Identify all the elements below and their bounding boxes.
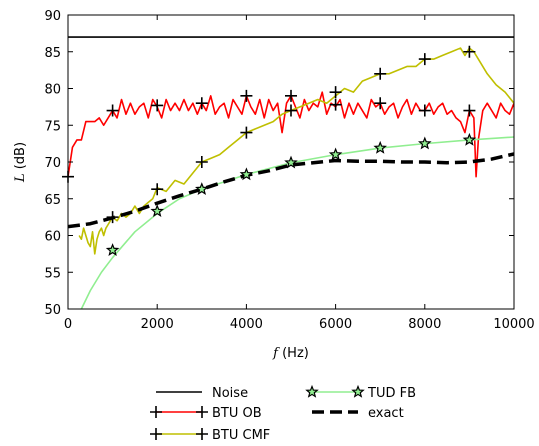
- legend-label-tud-fb: TUD FB: [367, 386, 416, 401]
- marker-tud-fb-6: [373, 140, 387, 154]
- y-axis-label: L (dB): [13, 142, 28, 183]
- marker-btu-ob-1: [106, 104, 119, 117]
- marker-tud-fb-4: [284, 155, 298, 169]
- marker-btu-cmf-2: [195, 156, 208, 168]
- x-tick-label-0: 0: [64, 317, 72, 332]
- marker-tud-fb-1: [150, 204, 164, 218]
- marker-btu-cmf-8: [463, 45, 476, 58]
- y-tick-label-1: 55: [44, 266, 61, 281]
- marker-btu-cmf-4: [285, 89, 297, 102]
- x-tick-label-2: 4000: [230, 317, 263, 332]
- marker-tud-fb-5: [328, 147, 343, 161]
- marker-btu-cmf-7: [418, 53, 431, 66]
- plot-area: [62, 36, 514, 309]
- legend: Noise BTU OB BTU CMF TUD FB exact: [150, 384, 416, 443]
- marker-tud-fb-7: [418, 136, 432, 150]
- y-tick-label-8: 90: [44, 9, 61, 24]
- legend-entry-noise: Noise: [156, 386, 248, 401]
- series-group: [68, 36, 514, 309]
- legend-marker-tud-fb-b: [351, 384, 365, 398]
- marker-btu-cmf-3: [240, 126, 253, 139]
- legend-label-noise: Noise: [212, 386, 248, 401]
- legend-label-btu-cmf: BTU CMF: [212, 428, 270, 443]
- marker-btu-ob-9: [463, 104, 476, 117]
- marker-btu-ob-2: [151, 99, 164, 112]
- legend-label-exact: exact: [368, 406, 404, 421]
- marker-btu-ob-4: [240, 89, 253, 102]
- marker-btu-ob-3: [195, 97, 208, 110]
- x-tick-label-5: 10000: [493, 317, 534, 332]
- series-line-btu-ob: [68, 91, 514, 178]
- marker-tud-fb-2: [195, 182, 209, 195]
- x-axis-label-unit: (Hz): [278, 346, 309, 361]
- markers-group: [62, 45, 477, 256]
- marker-tud-fb-8: [462, 132, 477, 146]
- y-tick-label-3: 65: [44, 193, 61, 208]
- y-tick-label-7: 85: [44, 46, 61, 61]
- marker-btu-ob-5: [285, 104, 297, 117]
- axes: 0 2000 4000 6000 8000 10000 50 55 60 65 70 75 80 85 90…: [13, 9, 535, 361]
- x-axis-label-var: f: [272, 346, 280, 361]
- legend-marker-tud-fb-a: [305, 384, 319, 398]
- series-line-btu-cmf: [78, 47, 514, 255]
- series-exact: [68, 152, 514, 229]
- legend-label-btu-ob: BTU OB: [212, 406, 262, 421]
- y-axis-label-unit: (dB): [13, 142, 28, 173]
- legend-entry-tud-fb: TUD FB: [305, 384, 416, 401]
- series-btu-cmf: [78, 47, 514, 255]
- marker-btu-cmf-6: [374, 67, 387, 80]
- x-tick-label-1: 2000: [141, 317, 174, 332]
- series-btu-ob: [68, 91, 514, 178]
- legend-marker-btu-ob-a: [150, 406, 162, 418]
- x-tick-label-3: 6000: [319, 317, 352, 332]
- y-tick-label-0: 50: [44, 303, 61, 318]
- x-axis-label: f (Hz): [272, 346, 309, 361]
- legend-marker-btu-ob-b: [196, 406, 208, 418]
- marker-tud-fb-0: [105, 243, 120, 256]
- x-tick-label-4: 8000: [408, 317, 441, 332]
- marker-btu-ob-7: [374, 97, 387, 110]
- legend-entry-btu-cmf: BTU CMF: [150, 428, 270, 443]
- y-axis-label-var: L: [13, 173, 28, 183]
- y-tick-label-5: 75: [44, 119, 61, 134]
- marker-btu-cmf-0: [106, 211, 119, 224]
- marker-btu-cmf-1: [151, 183, 164, 196]
- marker-tud-fb-3: [239, 167, 254, 181]
- series-line-exact: [68, 152, 514, 229]
- y-tick-label-2: 60: [44, 230, 61, 245]
- marker-btu-ob-6: [329, 98, 342, 111]
- marker-btu-ob-8: [418, 104, 431, 117]
- legend-marker-btu-cmf-a: [150, 428, 162, 440]
- marker-btu-cmf-5: [329, 86, 342, 99]
- legend-entry-btu-ob: BTU OB: [150, 406, 262, 421]
- legend-entry-exact: exact: [312, 406, 404, 421]
- legend-marker-btu-cmf-b: [196, 428, 208, 440]
- y-tick-label-6: 80: [44, 83, 61, 98]
- y-tick-label-4: 70: [44, 156, 61, 171]
